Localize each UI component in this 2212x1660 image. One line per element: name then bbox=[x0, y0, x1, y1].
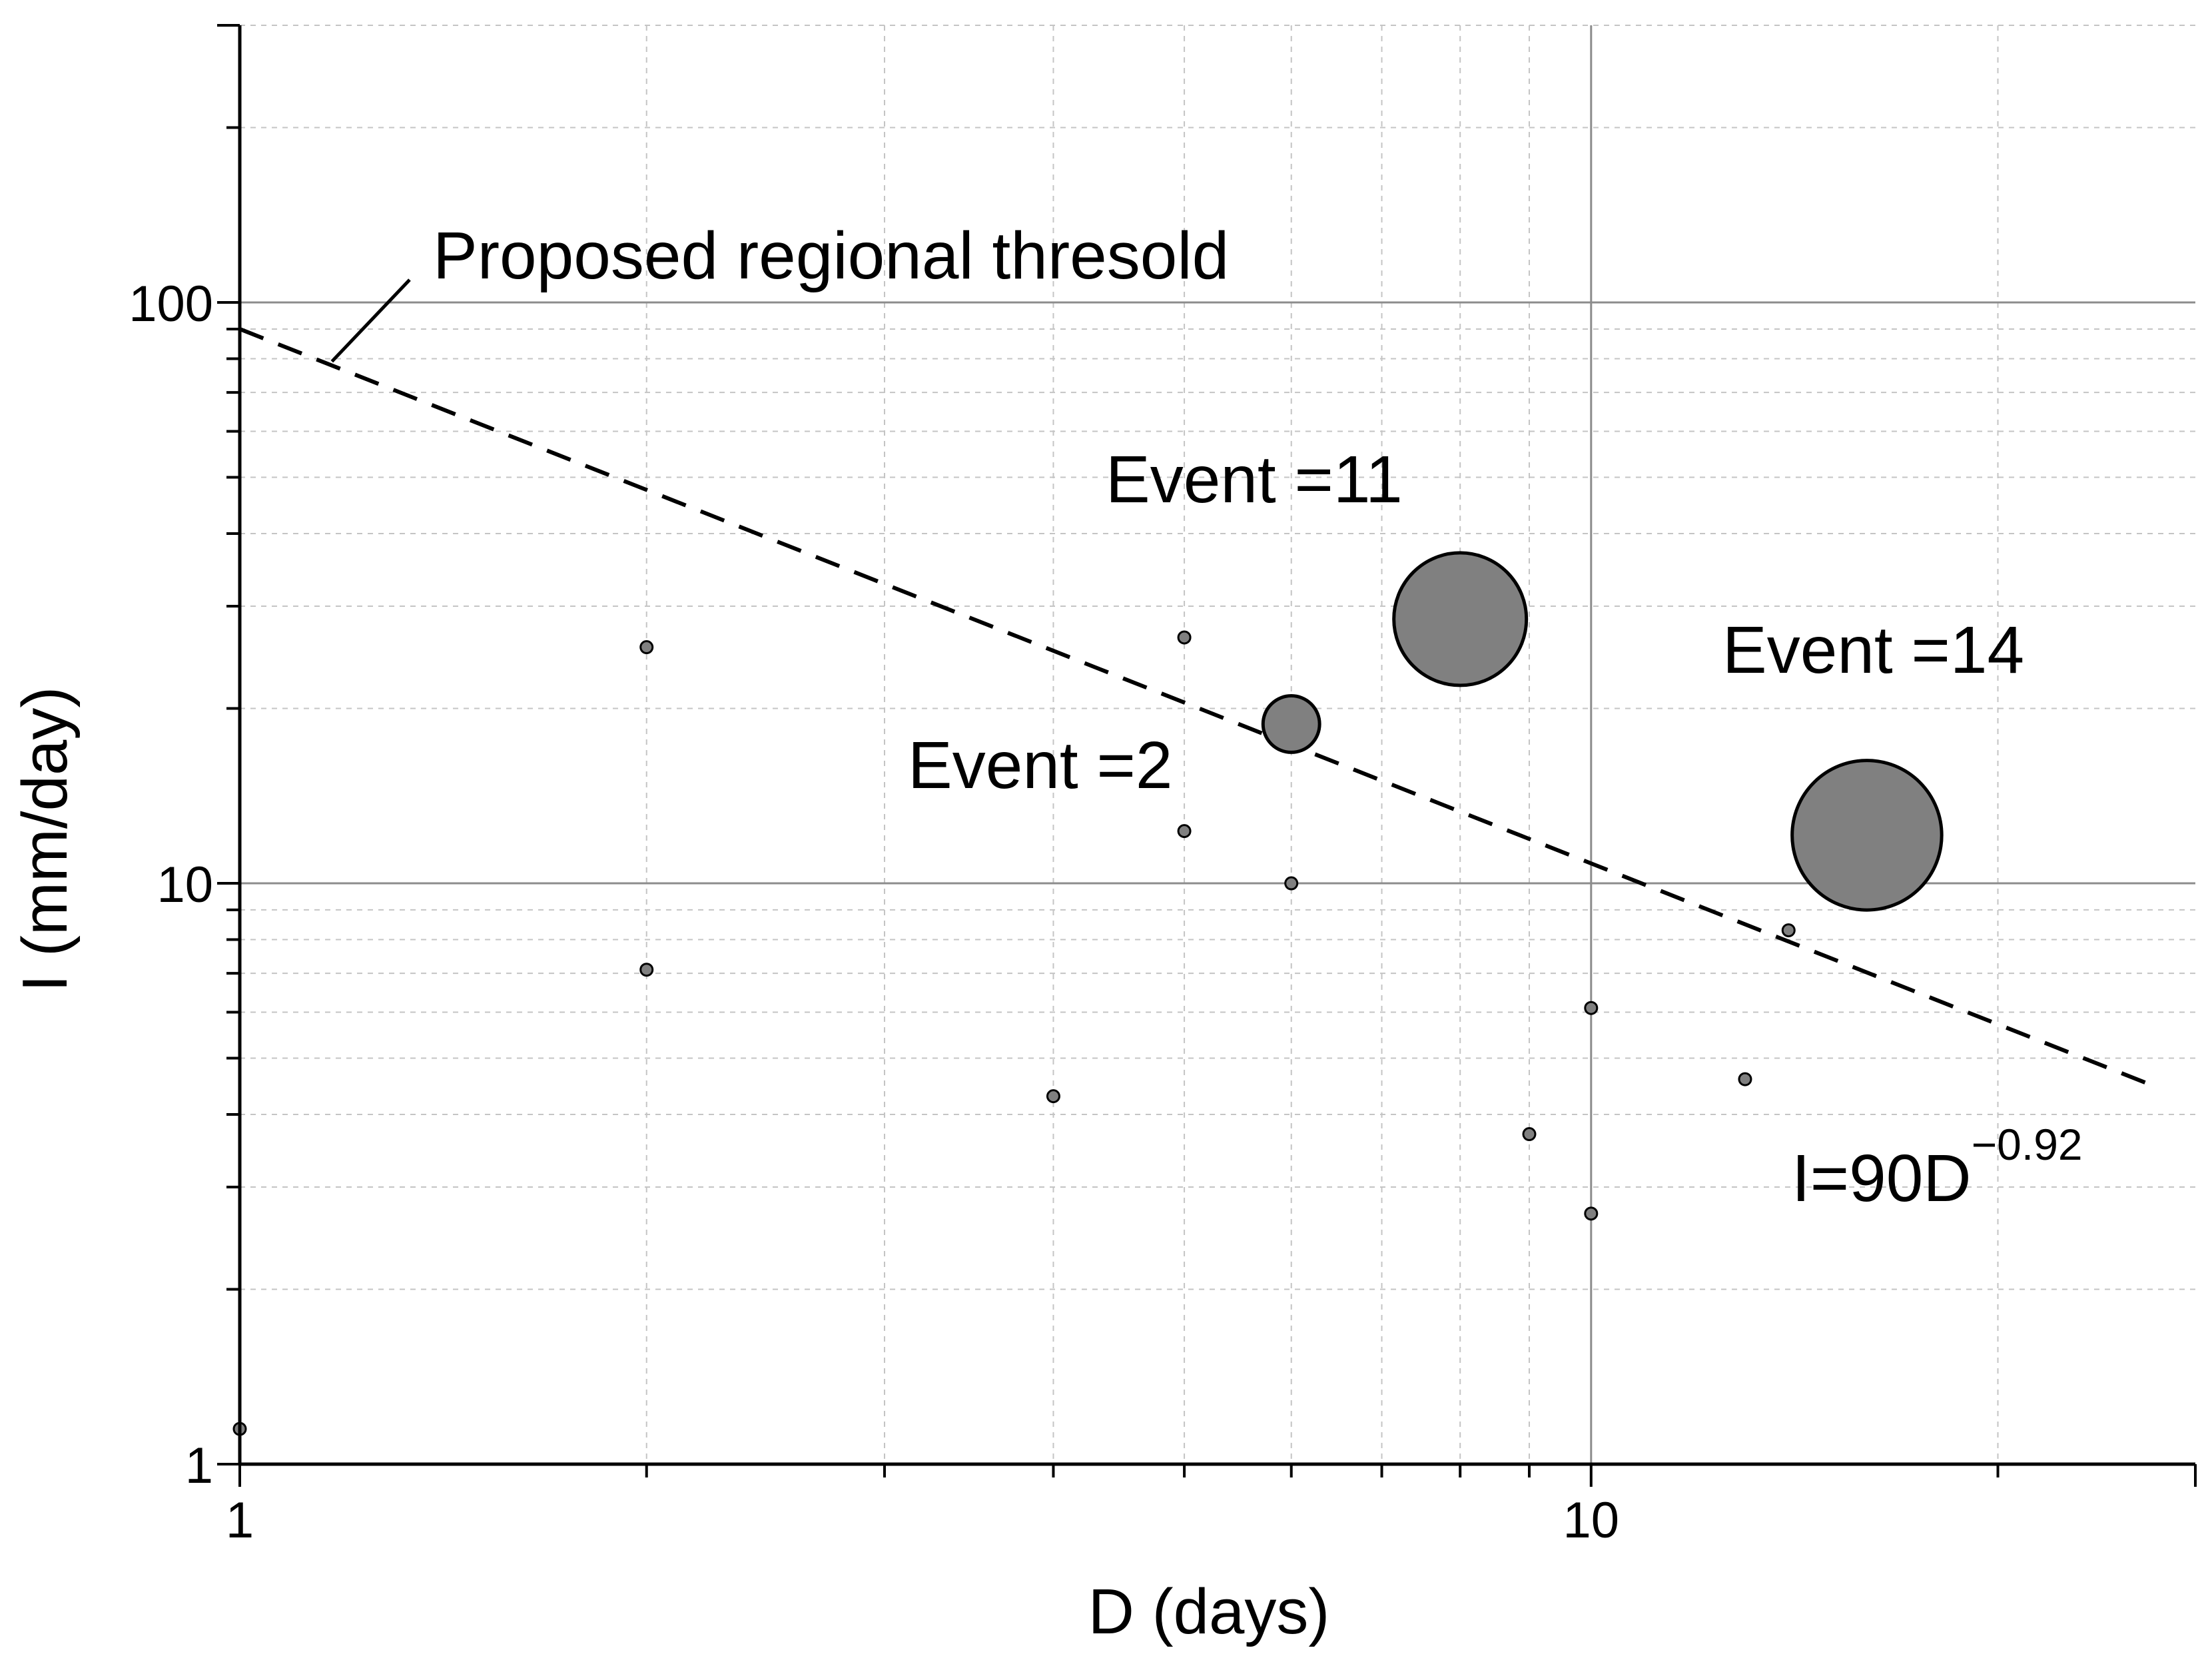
event-annotations: Event =2 Event =11 Event =14 bbox=[908, 442, 2024, 803]
data-point bbox=[1781, 923, 1796, 938]
data-point bbox=[1584, 1206, 1599, 1221]
threshold-line bbox=[238, 327, 2153, 1087]
data-point bbox=[1177, 630, 1192, 645]
data-point bbox=[1046, 1089, 1060, 1104]
event-bubble bbox=[1392, 551, 1529, 687]
data-point bbox=[1284, 876, 1299, 891]
x-axis-title: D (days) bbox=[1088, 1576, 1330, 1647]
x-tick-label: 10 bbox=[1563, 1492, 1620, 1549]
threshold-equation-base: I=90D bbox=[1792, 1141, 1972, 1216]
data-point bbox=[639, 963, 654, 977]
data-point bbox=[1584, 1001, 1599, 1015]
axes bbox=[238, 25, 2195, 1466]
axis-ticks bbox=[217, 24, 2197, 1487]
threshold-label: Proposed regional thresold bbox=[433, 218, 1229, 293]
data-point bbox=[639, 640, 654, 655]
tick-labels: 1 10 1 10 100 bbox=[129, 276, 1619, 1549]
y-tick-label: 10 bbox=[157, 857, 213, 913]
threshold-equation-exponent: −0.92 bbox=[1972, 1120, 2083, 1169]
threshold-equation: I=90D−0.92 bbox=[1792, 1120, 2083, 1216]
event-bubble bbox=[1790, 759, 1944, 912]
data-point bbox=[1522, 1127, 1537, 1142]
y-tick-label: 100 bbox=[129, 276, 213, 332]
x-tick-label: 1 bbox=[226, 1492, 254, 1549]
event-label: Event =14 bbox=[1722, 613, 2024, 687]
data-point bbox=[1177, 824, 1192, 839]
event-bubble bbox=[1261, 694, 1321, 754]
event-label: Event =11 bbox=[1106, 442, 1403, 517]
y-axis-title: I (mm/day) bbox=[9, 687, 81, 993]
y-tick-label: 1 bbox=[185, 1438, 213, 1494]
data-points bbox=[232, 551, 1944, 1436]
event-label: Event =2 bbox=[908, 728, 1173, 803]
data-point bbox=[1738, 1072, 1752, 1086]
threshold-label-leader bbox=[330, 278, 411, 363]
